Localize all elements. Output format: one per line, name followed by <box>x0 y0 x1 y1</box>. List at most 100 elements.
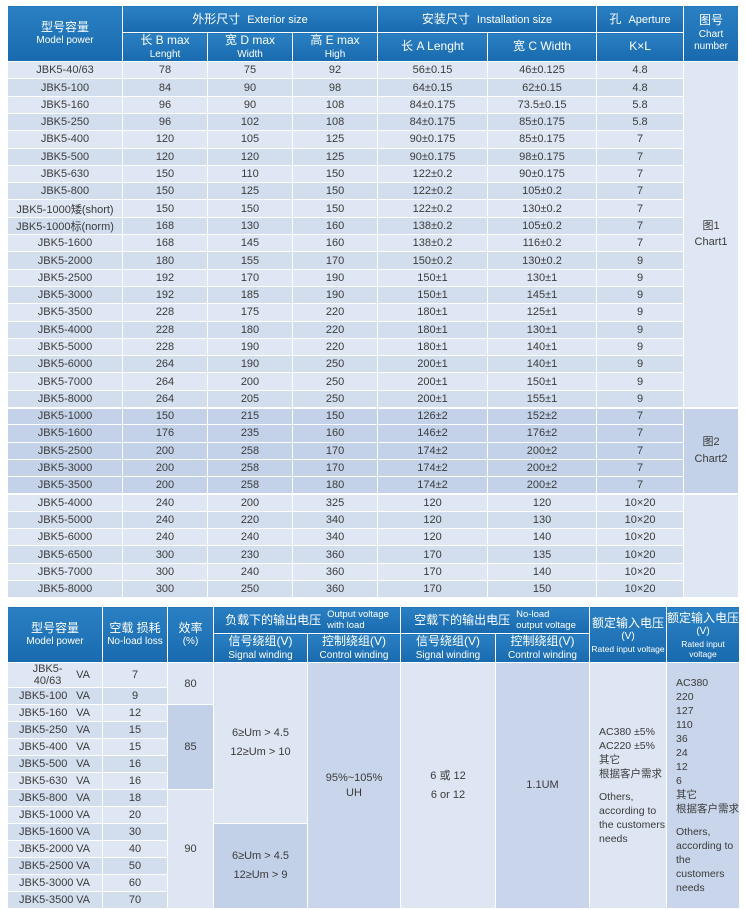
length-a-cell: 200±1 <box>377 389 489 409</box>
aperture-header-zh: 孔 <box>609 12 622 26</box>
width-d-cell: 145 <box>207 234 293 253</box>
kl-cell: 10×20 <box>596 492 685 512</box>
table-row: JBK5-630 VA 16 <box>7 772 740 791</box>
high-e-cell: 190 <box>291 268 379 287</box>
kl-cell: 7 <box>596 441 685 460</box>
model-cell: JBK5-2500 <box>7 441 123 460</box>
high-e-cell: 220 <box>291 303 379 322</box>
model-cell: JBK5-800 VA <box>7 789 103 808</box>
table-row: JBK5-800 VA 18 90 <box>7 789 740 909</box>
model-cell: JBK5-8000 <box>7 389 123 409</box>
block-line: according to <box>676 840 734 853</box>
electrical-table: 型号容量 Model power 空载 损耗 No-load loss 效率 (… <box>7 606 741 909</box>
model-cell: JBK5-3000 VA <box>7 874 103 893</box>
model-cell: JBK5-1000标(norm) <box>7 216 123 236</box>
block-line: 其它 <box>676 789 698 802</box>
block-line: 36 <box>676 733 688 746</box>
model-unit: VA <box>76 758 90 771</box>
model-cell: JBK5-500 VA <box>7 755 103 774</box>
kl-cell: 10×20 <box>596 562 685 582</box>
length-a-cell: 84±0.175 <box>377 112 489 132</box>
rated-input-voltage-cell-1: AC380 ±5% AC220 ±5% 其它 根据客户需求 Others, accordi… <box>589 662 668 909</box>
length-a-cell: 138±0.2 <box>377 216 489 236</box>
width-c-cell: 155±1 <box>487 389 598 409</box>
no-load-output-voltage-header: 空载下的输出电压 No-load output voltage <box>399 606 591 635</box>
length-b-cell: 300 <box>122 579 208 599</box>
table-row: JBK5-2000 180 155 170 150±0.2 130±0.2 9 <box>7 251 739 270</box>
kl-cell: 9 <box>596 337 685 357</box>
length-a-cell: 122±0.2 <box>377 164 489 184</box>
width-d-cell: 102 <box>207 112 293 132</box>
length-a-cell: 90±0.175 <box>377 147 489 166</box>
model-cell: JBK5-40/63 VA <box>7 662 103 689</box>
model-cell: JBK5-800 <box>7 182 123 201</box>
width-c-cell: 130±1 <box>487 268 598 287</box>
high-e-cell: 98 <box>291 78 379 97</box>
width-c-cell: 145±1 <box>487 285 598 305</box>
length-a-cell: 122±0.2 <box>377 182 489 201</box>
block-line: 6 or 12 <box>430 788 466 801</box>
length-a-cell: 64±0.15 <box>377 78 489 97</box>
model-name: JBK5-500 <box>19 758 68 771</box>
high-e-cell: 360 <box>291 562 379 582</box>
high-e-cell: 170 <box>291 441 379 460</box>
model-cell: JBK5-1000矮(short) <box>7 199 123 218</box>
signal-winding-load-header: 信号绕组(V) Signal winding <box>213 633 308 664</box>
no-load-loss-cell: 20 <box>102 806 168 825</box>
width-d-cell: 120 <box>207 147 293 166</box>
model-label: JBK5-3000 VA <box>9 877 102 889</box>
width-d-cell: 190 <box>207 355 293 374</box>
block-line: 其它 <box>599 754 621 767</box>
table-row: JBK5-2500 192 170 190 150±1 130±1 9 <box>7 268 739 287</box>
block-line: 220 <box>676 691 694 704</box>
length-b-cell: 228 <box>122 320 208 339</box>
width-c-cell: 130±1 <box>487 320 598 339</box>
length-b-cell: 120 <box>122 147 208 166</box>
table-row: JBK5-160 VA 12 85 <box>7 704 740 791</box>
control-winding-noload-cell: 1.1UM <box>494 662 591 909</box>
block-line: the customers <box>676 854 725 881</box>
model-name: JBK5-2000 <box>19 843 74 856</box>
high-e-cell: 250 <box>291 355 379 374</box>
length-a-cell: 56±0.15 <box>377 61 489 80</box>
length-b-cell: 200 <box>122 458 208 478</box>
kl-cell: 9 <box>596 355 685 374</box>
width-c-cell: 200±2 <box>487 458 598 478</box>
table-row: JBK5-8000 300 250 360 170 150 10×20 <box>7 579 739 599</box>
control-winding-load-header: 控制绕组(V) Control winding <box>307 633 401 664</box>
chart-number-cell: 图1 Chart1 <box>683 61 740 409</box>
width-d-cell: 205 <box>207 389 293 409</box>
model-name: JBK5-40/63 <box>32 663 63 688</box>
model-cell: JBK5-160 VA <box>7 704 103 723</box>
table-row: JBK5-1600 168 145 160 138±0.2 116±0.2 7 <box>7 234 739 253</box>
block-line: 95%~105% <box>325 771 383 784</box>
block-line: 110 <box>676 719 693 732</box>
table-row: JBK5-40/63 78 75 92 56±0.15 46±0.125 4.8 图1 Char… <box>7 61 740 409</box>
length-b-cell: 176 <box>122 424 208 443</box>
model-cell: JBK5-250 VA <box>7 721 103 740</box>
model-cell: JBK5-630 VA <box>7 772 103 791</box>
width-d-cell: 170 <box>207 268 293 287</box>
model-name: JBK5-1000 <box>19 809 74 822</box>
model-power-header: 型号容量 Model power <box>7 4 123 63</box>
width-c-cell: 73.5±0.15 <box>487 95 598 114</box>
line-spacer <box>599 781 666 790</box>
width-c-cell: 150±1 <box>487 372 598 391</box>
width-c-cell: 90±0.175 <box>487 164 598 184</box>
high-e-cell: 340 <box>291 528 379 547</box>
model-cell: JBK5-250 <box>7 112 123 132</box>
model-cell: JBK5-1600 VA <box>7 823 103 842</box>
chart-number-header-zh: 图号 <box>699 13 724 28</box>
kl-cell: 7 <box>596 182 685 201</box>
length-b-cell: 168 <box>122 234 208 253</box>
table-row: JBK5-3000 200 258 170 174±2 200±2 7 <box>7 458 739 478</box>
control-winding-noload-header: 控制绕组(V) Control winding <box>494 633 591 664</box>
high-e-cell: 160 <box>291 216 379 236</box>
model-label: JBK5-40/63 VA <box>9 663 102 688</box>
signal-winding-load-cell: 6≥Um > 4.5 12≥Um > 10 <box>213 662 308 825</box>
length-b-cell: 192 <box>122 285 208 305</box>
kl-header: K×L <box>596 31 685 63</box>
kl-cell: 7 <box>596 199 685 218</box>
model-name: JBK5-400 <box>19 741 68 754</box>
width-c-cell: 105±0.2 <box>487 216 598 236</box>
